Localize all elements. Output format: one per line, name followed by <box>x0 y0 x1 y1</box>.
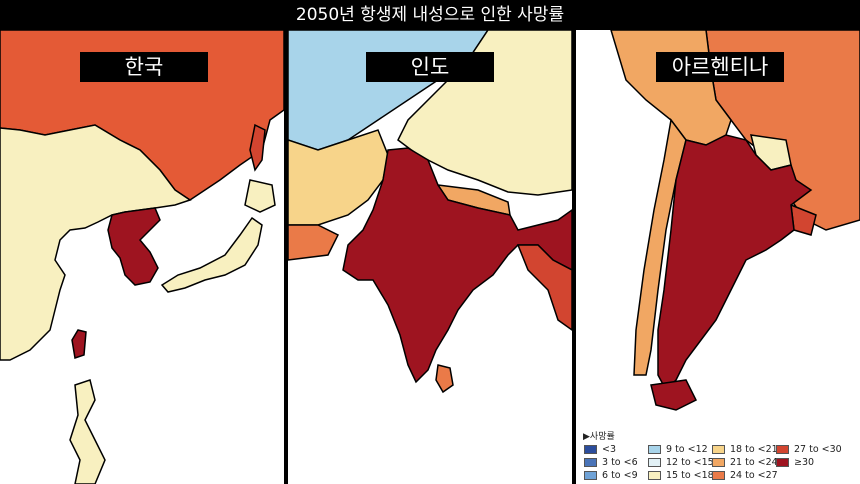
legend-label: 9 to <12 <box>666 444 708 455</box>
legend-item: 15 to <18 <box>648 470 714 482</box>
legend-item: 18 to <21 <box>712 444 778 456</box>
korea-map <box>0 30 284 484</box>
legend-item: 27 to <30 <box>776 444 842 456</box>
india-map <box>288 30 572 484</box>
korea-label: 한국 <box>80 52 208 82</box>
legend-label: <3 <box>602 444 617 455</box>
map-title: 2050년 항생제 내성으로 인한 사망률 <box>0 0 860 30</box>
legend-item: 21 to <24 <box>712 457 778 469</box>
legend-item: 9 to <12 <box>648 444 708 456</box>
legend-swatch <box>712 471 725 480</box>
legend-swatch <box>776 445 789 454</box>
india-label: 인도 <box>366 52 494 82</box>
legend-swatch <box>584 471 597 480</box>
legend-item: 3 to <6 <box>584 457 638 469</box>
legend-label: 6 to <9 <box>602 470 638 481</box>
legend-swatch <box>712 458 725 467</box>
korea-region <box>107 207 161 286</box>
argentina-region <box>657 134 813 392</box>
legend-swatch <box>776 458 789 467</box>
legend-label: 24 to <27 <box>730 470 778 481</box>
legend-label: 21 to <24 <box>730 457 778 468</box>
india-region <box>342 147 572 384</box>
legend-item: 24 to <27 <box>712 470 778 482</box>
legend-item: ≥30 <box>776 457 814 469</box>
legend-item: 12 to <15 <box>648 457 714 469</box>
legend-item: <3 <box>584 444 616 456</box>
legend-swatch <box>584 445 597 454</box>
map-panel-korea: 한국 <box>0 30 284 484</box>
legend-swatch <box>712 445 725 454</box>
legend-label: ≥30 <box>794 457 815 468</box>
legend-label: 3 to <6 <box>602 457 638 468</box>
argentina-label: 아르헨티나 <box>656 52 784 82</box>
legend-item: 6 to <9 <box>584 470 638 482</box>
legend-swatch <box>648 458 661 467</box>
legend: ▶사망률 <3 3 to <6 6 to <9 9 to <12 12 to <15 15… <box>580 427 860 484</box>
legend-swatch <box>584 458 597 467</box>
legend-swatch <box>648 471 661 480</box>
legend-swatch <box>648 445 661 454</box>
map-panel-india: 인도 <box>288 30 572 484</box>
argentina-map <box>576 30 860 484</box>
map-panel-argentina: 아르헨티나 <box>576 30 860 484</box>
legend-label: 18 to <21 <box>730 444 778 455</box>
legend-title: ▶사망률 <box>583 432 615 442</box>
legend-label: 27 to <30 <box>794 444 842 455</box>
legend-label: 15 to <18 <box>666 470 714 481</box>
legend-label: 12 to <15 <box>666 457 714 468</box>
